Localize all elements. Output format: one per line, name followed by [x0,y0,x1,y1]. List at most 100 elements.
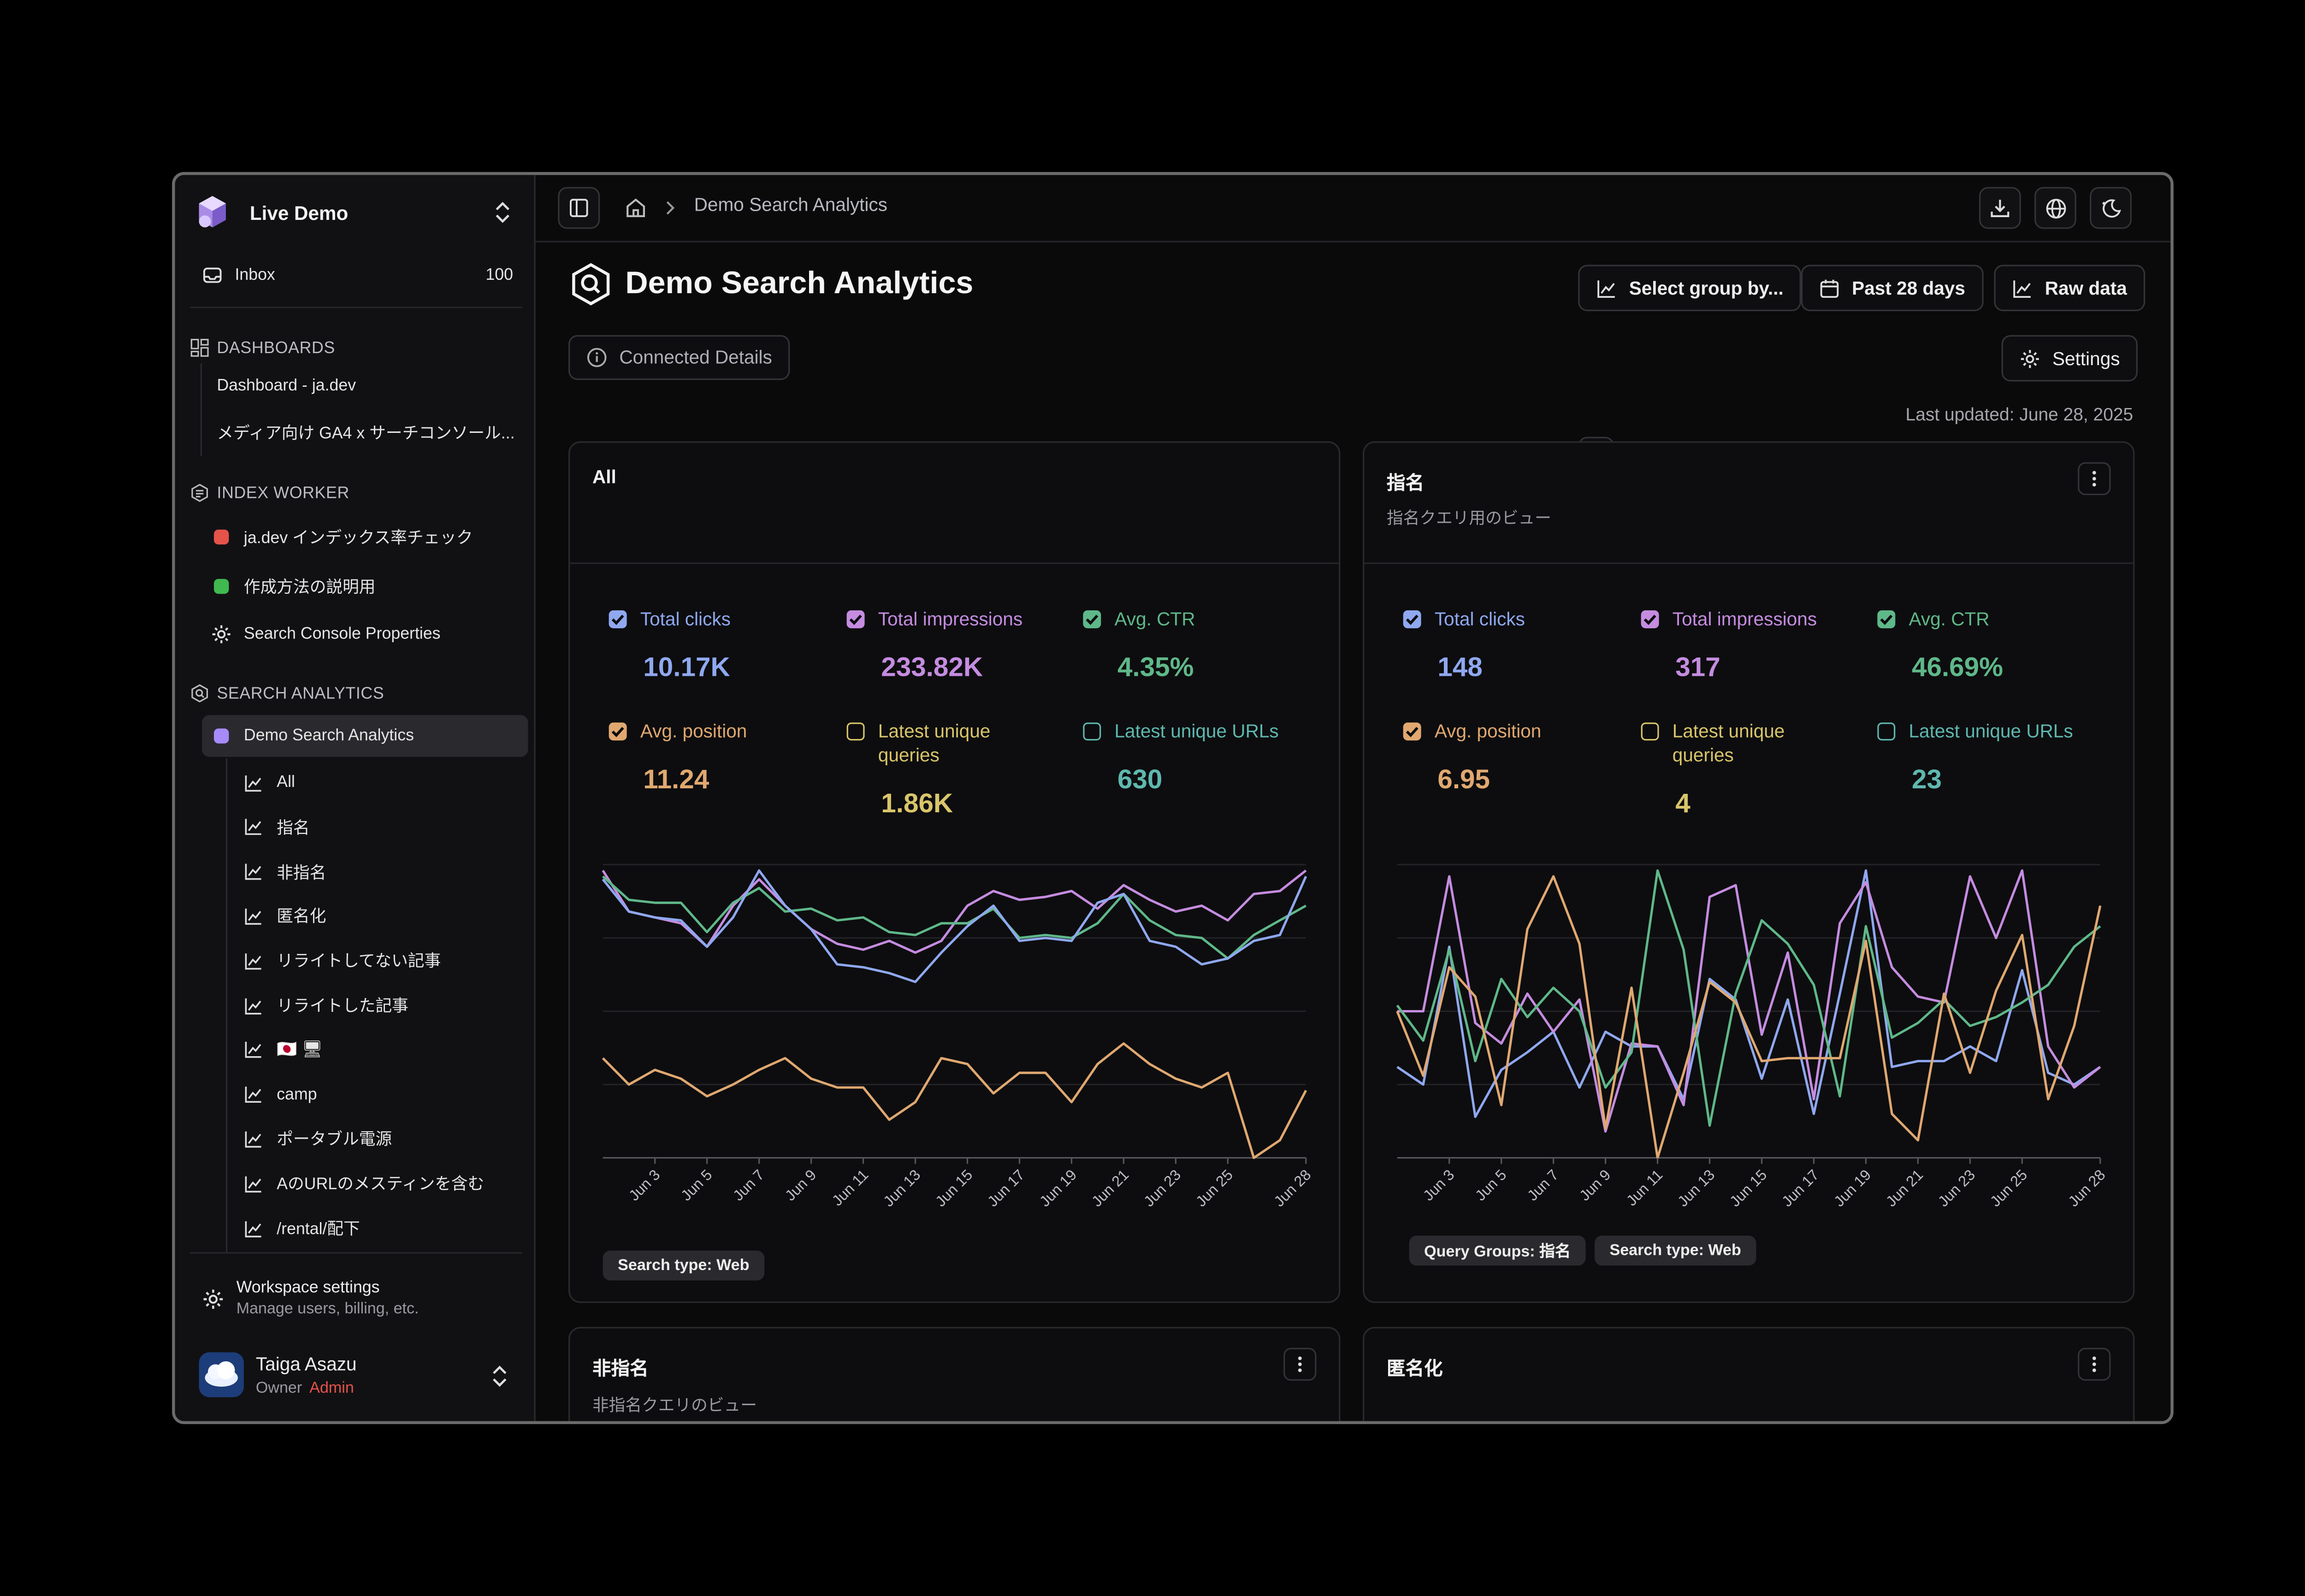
metric-toggle[interactable]: Latest unique URLs [1877,720,2073,744]
line-chart-icon [245,908,261,925]
metric-toggle[interactable]: Latest unique queries [1641,720,1837,768]
workspace-switcher[interactable]: Live Demo [190,190,522,235]
metric-value: 23 [1911,764,1942,795]
group-by-button[interactable]: Select group by... [1578,265,1802,311]
x-tick-label: Jun 11 [829,1166,872,1209]
x-tick-label: Jun 21 [1088,1166,1132,1210]
sidebar-subitem[interactable]: 非指名 [244,857,326,887]
metric-toggle[interactable]: Total clicks [609,607,731,631]
metric-value: 6.95 [1437,764,1490,795]
settings-button[interactable]: Settings [2001,335,2138,382]
sidebar: Live Demo Inbox 100 DASHBOARDS Dashboard… [175,175,536,1421]
index-worker-header-label: INDEX WORKER [217,484,349,502]
download-icon [1991,200,2009,217]
card-title: 匿名化 [1387,1358,1443,1379]
x-tick-label: Jun 28 [2065,1166,2108,1210]
user-menu[interactable]: Taiga Asazu Owner Admin [199,1348,516,1402]
home-icon[interactable] [624,196,648,220]
sidebar-item-ja-dev-index[interactable]: ja.dev インデックス率チェック [202,516,528,558]
raw-data-button[interactable]: Raw data [1994,265,2145,311]
card-title: All [592,467,616,488]
sidebar-subitem[interactable]: All [244,768,295,798]
sidebar-subitem[interactable]: camp [244,1079,317,1109]
theme-icon [2102,198,2121,217]
sidebar-item-demo-search-analytics[interactable]: Demo Search Analytics [202,715,528,757]
sidebar-item-dashboard-ja-dev[interactable]: Dashboard - ja.dev [217,377,356,395]
metric-value: 148 [1437,652,1483,682]
card-title: 非指名 [592,1358,649,1379]
metric-checkbox[interactable] [1403,610,1421,628]
sidebar-subitem[interactable]: 指名 [244,812,310,842]
line-chart-icon [1597,279,1615,297]
line-chart-icon [245,774,261,791]
metric-toggle[interactable]: Latest unique queries [846,720,1043,768]
raw-data-label: Raw data [2045,277,2127,299]
top-bar: Demo Search Analytics [535,175,2171,242]
metric-toggle[interactable]: Avg. CTR [1083,607,1195,631]
metric-checkbox[interactable] [846,722,865,741]
download-button[interactable] [1979,187,2021,229]
sidebar-item-media-dashboard[interactable]: メディア向け GA4 x サーチコンソール... [217,425,515,443]
sidebar-item-how-to[interactable]: 作成方法の説明用 [202,566,528,608]
metric-toggle[interactable]: Avg. CTR [1877,607,2003,631]
search-type-chip[interactable]: Search type: Web [603,1250,764,1281]
sidebar-subitem[interactable]: ポータブル電源 [244,1124,392,1154]
query-groups-chip[interactable]: Query Groups: 指名 [1409,1235,1586,1266]
x-tick-label: Jun 19 [1831,1166,1874,1210]
metric-label: Total clicks [1434,609,1525,630]
metric-checkbox[interactable] [1641,610,1659,628]
connected-details-button[interactable]: Connected Details [568,335,790,380]
x-tick-label: Jun 5 [678,1166,715,1204]
dashboards-header: DASHBOARDS [190,338,335,357]
breadcrumb-current[interactable]: Demo Search Analytics [694,194,887,216]
metric-toggle[interactable]: Avg. position [1403,720,1541,744]
inbox-link[interactable]: Inbox 100 [202,262,513,289]
theme-toggle-button[interactable] [2090,187,2132,229]
view-card-anonymized: 匿名化 [1363,1327,2135,1421]
index-worker-header: INDEX WORKER [190,483,349,502]
metric-checkbox[interactable] [1403,722,1421,741]
sidebar-subitem[interactable]: 🇯🇵 🖥 [244,1035,323,1065]
metric-checkbox[interactable] [609,722,627,741]
metric-toggle[interactable]: Total clicks [1403,607,1525,631]
sidebar-item-search-console-properties[interactable]: Search Console Properties [202,613,528,655]
date-range-button[interactable]: Past 28 days [1801,265,1983,311]
metric-value: 10.17K [643,652,730,682]
card-menu-button[interactable] [2078,462,2111,496]
metric-toggle[interactable]: Avg. position [609,720,747,744]
metric-label: Latest unique queries [878,721,991,766]
metric-toggle[interactable]: Total impressions [1641,607,1817,631]
line-chart-icon [245,1176,261,1192]
metric-checkbox[interactable] [609,610,627,628]
search-type-chip[interactable]: Search type: Web [1595,1235,1756,1266]
x-tick-label: Jun 25 [1193,1166,1236,1210]
sidebar-subitem[interactable]: 匿名化 [244,901,326,931]
sidebar-subitem[interactable]: リライトした記事 [244,990,408,1020]
card-menu-button[interactable] [1283,1348,1317,1381]
line-chart-icon [245,1087,261,1103]
sidebar-subitem[interactable]: /rental/配下 [244,1213,360,1243]
metric-checkbox[interactable] [1083,610,1101,628]
line-chart-icon [245,1220,261,1237]
metric-toggle[interactable]: Latest unique URLs [1083,720,1279,744]
metric-label: Latest unique queries [1672,721,1785,766]
line-chart-svg: Jun 3 Jun 5 Jun 7 Jun 9 Jun 11 Jun 13 Jun 15 Ju… [1396,863,2109,1210]
user-role-label: Owner [255,1378,302,1397]
sidebar-subitem[interactable]: AのURLのメスティンを含む [244,1169,484,1199]
x-tick-label: Jun 13 [880,1166,923,1210]
metric-checkbox[interactable] [846,610,865,628]
card-title: 指名 [1387,473,1424,494]
workspace-settings-link[interactable]: Workspace settings Manage users, billing… [202,1279,516,1318]
metric-checkbox[interactable] [1083,722,1101,741]
language-button[interactable] [2034,187,2076,229]
toggle-sidebar-button[interactable] [558,187,600,229]
metric-toggle[interactable]: Total impressions [846,607,1022,631]
more-vertical-icon [2092,471,2096,487]
metric-checkbox[interactable] [1641,722,1659,741]
metric-checkbox[interactable] [1877,722,1896,741]
metric-checkbox[interactable] [1877,610,1896,628]
series-line [602,1042,1307,1159]
card-menu-button[interactable] [2078,1348,2111,1381]
series-line [602,875,1307,960]
sidebar-subitem[interactable]: リライトしてない記事 [244,946,441,975]
